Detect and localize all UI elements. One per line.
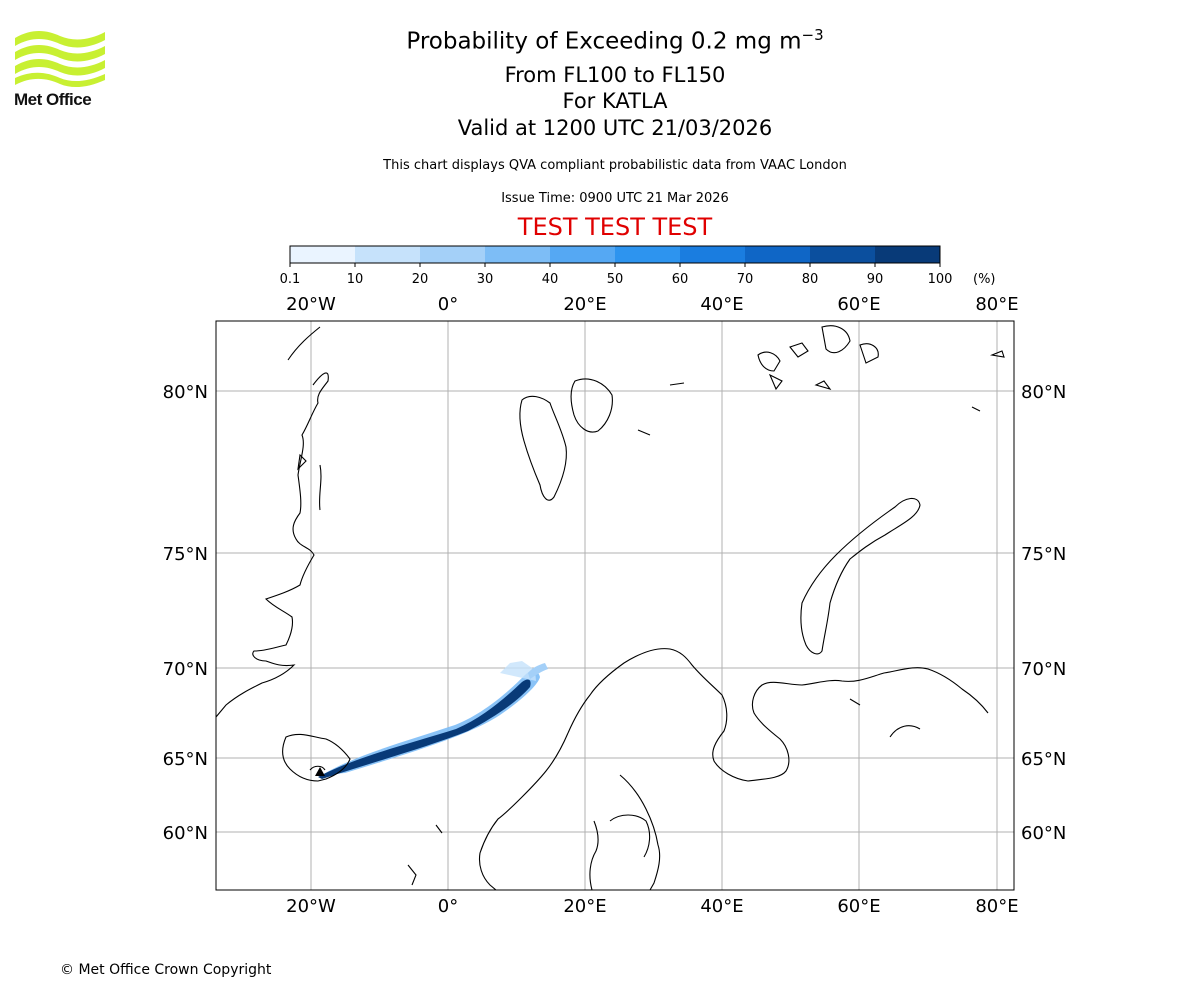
lat-label-left: 60°N (163, 823, 208, 844)
katla-volcano (309, 765, 326, 771)
lon-label-top: 20°W (286, 294, 336, 315)
colorbar-tick-label: 80 (802, 272, 819, 287)
lon-label-top: 0° (438, 294, 458, 315)
colorbar-cell (680, 246, 746, 263)
met-office-logo-icon (15, 31, 105, 88)
iceland (281, 733, 351, 782)
graticule (216, 321, 1014, 890)
lon-label-bottom: 0° (438, 896, 458, 917)
issue-time: Issue Time: 0900 UTC 21 Mar 2026 (501, 191, 729, 206)
lat-label-left: 70°N (163, 659, 208, 680)
lon-label-bottom: 40°E (700, 896, 743, 917)
colorbar-tick-label: 70 (737, 272, 754, 287)
lon-label-top: 20°E (563, 294, 606, 315)
colorbar-tick-label: 0.1 (280, 272, 301, 287)
colorbar-tick-label: 10 (347, 272, 364, 287)
lat-label-right: 75°N (1021, 544, 1066, 565)
lon-label-bottom: 60°E (837, 896, 880, 917)
colorbar-unit: (%) (973, 272, 996, 287)
map-frame (215, 320, 1015, 891)
colorbar-cell (810, 246, 876, 263)
ash-plume (318, 661, 548, 779)
volcano-marker-icon (315, 767, 325, 776)
title-main: Probability of Exceeding 0.2 mg m (406, 28, 802, 55)
lon-label-top: 60°E (837, 294, 880, 315)
colorbar-cell (745, 246, 811, 263)
met-office-logo-text: Met Office (14, 90, 92, 109)
lat-label-right: 70°N (1021, 659, 1066, 680)
chart-title: Probability of Exceeding 0.2 mg m−3 (0, 26, 1200, 55)
lon-label-bottom: 20°W (286, 896, 336, 917)
colorbar-tick-label: 50 (607, 272, 624, 287)
title-flight-levels: From FL100 to FL150 (504, 63, 726, 87)
title-valid-time: Valid at 1200 UTC 21/03/2026 (457, 116, 773, 140)
lon-label-top: 40°E (700, 294, 743, 315)
test-banner: TEST TEST TEST (517, 213, 713, 241)
colorbar-tick-label: 30 (477, 272, 494, 287)
colorbar-cell (485, 246, 551, 263)
lat-label-right: 65°N (1021, 749, 1066, 770)
lat-label-left: 80°N (163, 382, 208, 403)
lon-label-bottom: 80°E (975, 896, 1018, 917)
lon-label-bottom: 20°E (563, 896, 606, 917)
map: 20°W 20°W 0° 0° 20°E 20°E 40°E 40°E 60°E 60°E 80°E… (163, 294, 1067, 917)
colorbar-cell (550, 246, 616, 263)
colorbar-cell (875, 246, 941, 263)
colorbar-cell (615, 246, 681, 263)
colorbar: 0.1 10 20 30 40 50 60 70 80 90 100 (%) (280, 245, 996, 287)
lat-label-right: 60°N (1021, 823, 1066, 844)
title-volcano: For KATLA (562, 89, 668, 113)
colorbar-cell (290, 246, 356, 263)
lat-label-right: 80°N (1021, 382, 1066, 403)
colorbar-tick-label: 100 (928, 272, 953, 287)
lon-label-top: 80°E (975, 294, 1018, 315)
copyright: © Met Office Crown Copyright (60, 962, 272, 978)
title-superscript: −3 (801, 26, 824, 44)
lat-label-left: 75°N (163, 544, 208, 565)
chart-description: This chart displays QVA compliant probab… (383, 158, 847, 173)
colorbar-tick-label: 60 (672, 272, 689, 287)
colorbar-cell (420, 246, 486, 263)
colorbar-tick-label: 20 (412, 272, 429, 287)
colorbar-tick-label: 40 (542, 272, 559, 287)
lat-label-left: 65°N (163, 749, 208, 770)
colorbar-cell (355, 246, 421, 263)
colorbar-tick-label: 90 (867, 272, 884, 287)
coastlines (215, 325, 1005, 891)
